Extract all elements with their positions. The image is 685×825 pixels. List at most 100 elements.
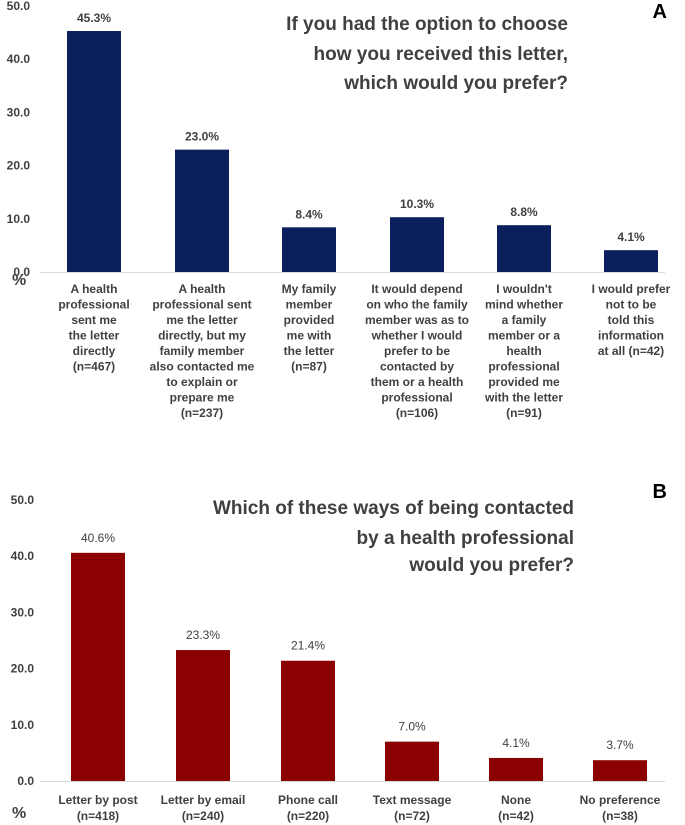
category-label: with the letter xyxy=(484,391,563,405)
category-label: I wouldn't xyxy=(496,282,552,296)
category-label: them or a health xyxy=(371,375,464,389)
y-tick-label: 40.0 xyxy=(11,549,35,563)
bar xyxy=(175,149,229,272)
data-label: 7.0% xyxy=(398,720,426,734)
category-label: family member xyxy=(160,344,245,358)
category-label: None xyxy=(501,793,531,807)
category-label: to explain or xyxy=(166,375,238,389)
y-tick-label: 50.0 xyxy=(7,0,31,13)
category-label: professional sent xyxy=(152,298,251,312)
category-label: a family xyxy=(502,313,547,327)
category-label: contacted by xyxy=(380,360,454,374)
y-tick-label: 0.0 xyxy=(13,265,30,279)
bar xyxy=(604,250,658,272)
chart-panel-b: 0.0 10.0 20.0 30.0 40.0 50.0% Which of these w… xyxy=(11,481,667,823)
category-label: Phone call xyxy=(278,793,338,807)
category-label: (n=42) xyxy=(498,809,534,823)
y-axis-label: % xyxy=(12,272,26,289)
data-label: 8.8% xyxy=(510,205,538,219)
category-label: me with xyxy=(287,329,332,343)
category-label: (n=237) xyxy=(181,406,223,420)
category-label: told this xyxy=(608,313,655,327)
y-tick-label: 40.0 xyxy=(7,52,31,66)
category-label: provided me xyxy=(488,375,560,389)
category-label: the letter xyxy=(69,329,120,343)
category-label: member or a xyxy=(488,329,560,343)
category-label: not to be xyxy=(606,298,657,312)
y-tick-label: 20.0 xyxy=(11,662,35,676)
panel-label: A xyxy=(653,1,667,23)
category-label: also contacted me xyxy=(150,360,255,374)
category-label: Letter by post xyxy=(58,793,137,807)
bar xyxy=(282,227,336,272)
category-label: member xyxy=(286,298,333,312)
category-label: professional xyxy=(381,391,452,405)
category-label: (n=38) xyxy=(602,809,638,823)
bar xyxy=(497,225,551,272)
y-tick-label: 10.0 xyxy=(11,718,35,732)
category-label: mind whether xyxy=(485,298,563,312)
y-tick-label: 10.0 xyxy=(7,212,31,226)
category-label: A health xyxy=(71,282,118,296)
y-tick-label: 30.0 xyxy=(7,105,31,119)
y-tick-label: 0.0 xyxy=(17,774,34,788)
category-label: Letter by email xyxy=(161,793,246,807)
category-label: professional xyxy=(58,298,129,312)
data-label: 4.1% xyxy=(502,736,530,750)
bar xyxy=(71,552,125,781)
chart-title-line: how you received this letter, xyxy=(314,44,568,65)
category-label: at all (n=42) xyxy=(598,344,664,358)
chart-panel-a: 0.0 10.0 20.0 30.0 40.0 50.0% If you had the o… xyxy=(7,0,671,420)
category-label: It would depend xyxy=(371,282,462,296)
chart-title-line: would you prefer? xyxy=(408,555,574,576)
category-label: (n=467) xyxy=(73,360,115,374)
category-label: (n=106) xyxy=(396,406,438,420)
data-label: 40.6% xyxy=(81,531,115,545)
bar xyxy=(281,660,335,781)
data-label: 8.4% xyxy=(295,207,323,221)
category-label: provided xyxy=(284,313,335,327)
chart-title-line: Which of these ways of being contacted xyxy=(213,498,574,519)
chart-title-line: by a health professional xyxy=(357,528,575,549)
category-label: prefer to be xyxy=(384,344,450,358)
category-label: (n=418) xyxy=(77,809,119,823)
category-label: directly, but my xyxy=(158,329,246,343)
data-label: 4.1% xyxy=(617,230,645,244)
category-label: professional xyxy=(488,360,559,374)
category-label: information xyxy=(598,329,664,343)
data-label: 45.3% xyxy=(77,11,111,25)
category-label: (n=72) xyxy=(394,809,430,823)
category-label: Text message xyxy=(373,793,452,807)
chart-title-line: which would you prefer? xyxy=(343,73,568,94)
category-label: health xyxy=(506,344,541,358)
category-label: (n=240) xyxy=(182,809,224,823)
category-label: me the letter xyxy=(166,313,238,327)
bar xyxy=(385,741,439,781)
chart-title-line: If you had the option to choose xyxy=(286,14,568,35)
data-label: 23.0% xyxy=(185,130,219,144)
y-axis-label: % xyxy=(12,805,26,822)
panel-label: B xyxy=(653,481,667,503)
bar xyxy=(67,31,121,273)
category-label: sent me xyxy=(71,313,117,327)
data-label: 21.4% xyxy=(291,639,325,653)
data-label: 3.7% xyxy=(606,738,634,752)
data-label: 23.3% xyxy=(186,628,220,642)
category-label: A health xyxy=(179,282,226,296)
category-label: No preference xyxy=(580,793,661,807)
category-label: directly xyxy=(73,344,116,358)
category-label: (n=220) xyxy=(287,809,329,823)
bar xyxy=(489,757,543,781)
category-label: prepare me xyxy=(170,391,235,405)
y-tick-label: 50.0 xyxy=(11,493,35,507)
category-label: the letter xyxy=(284,344,335,358)
category-label: I would prefer xyxy=(592,282,671,296)
category-label: on who the family xyxy=(366,298,468,312)
data-label: 10.3% xyxy=(400,197,434,211)
bar xyxy=(390,217,444,272)
bar xyxy=(176,650,230,781)
category-label: (n=87) xyxy=(291,360,327,374)
category-label: whether I would xyxy=(371,329,463,343)
category-label: My family xyxy=(282,282,337,296)
